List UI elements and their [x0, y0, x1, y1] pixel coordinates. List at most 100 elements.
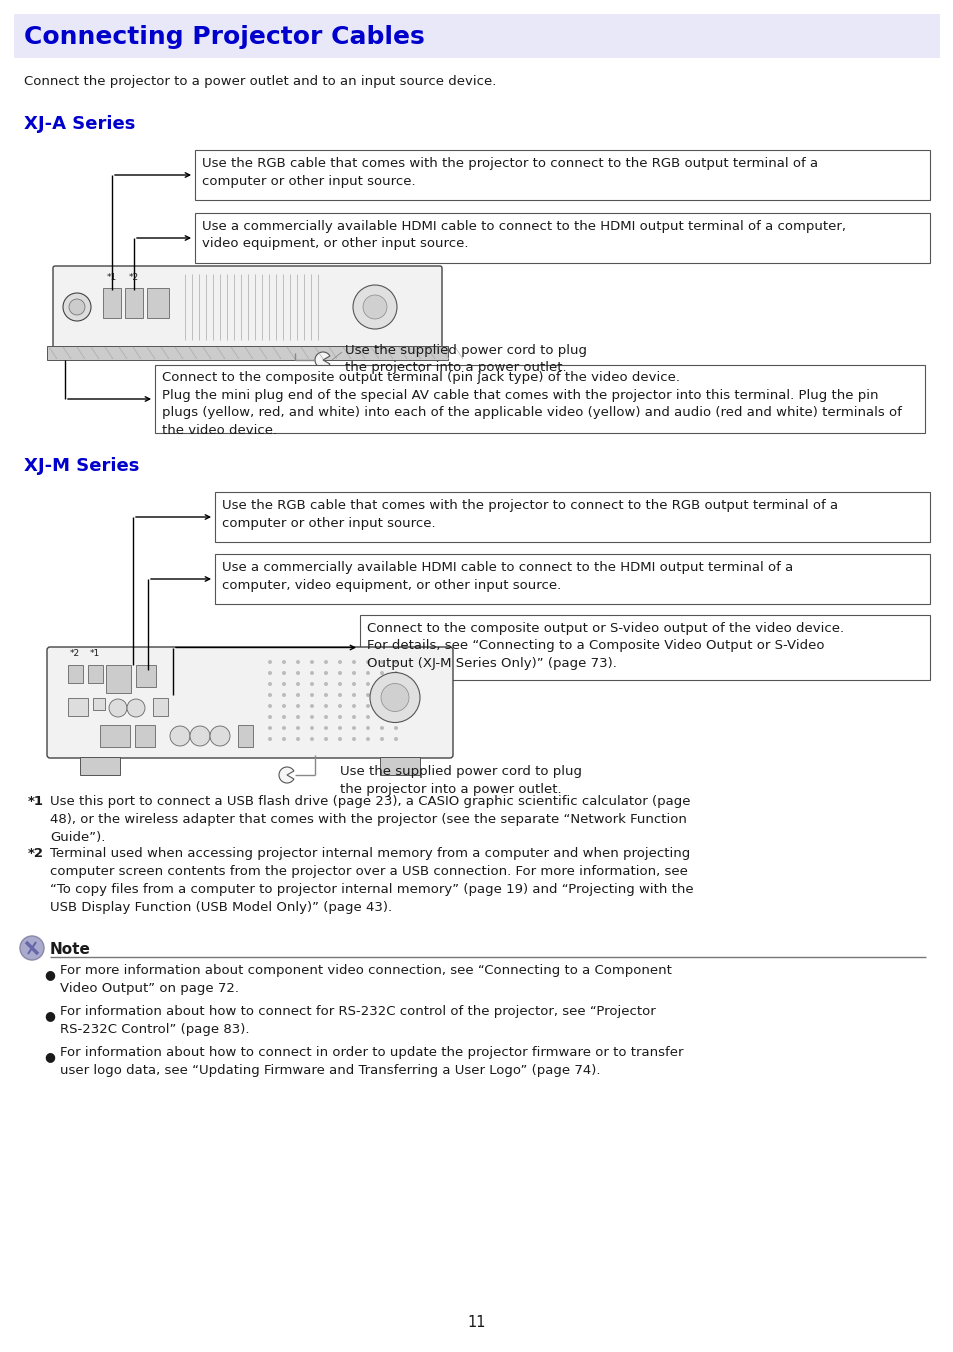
Circle shape	[268, 681, 272, 685]
Circle shape	[109, 699, 127, 717]
Circle shape	[366, 737, 370, 741]
Circle shape	[394, 704, 397, 708]
Circle shape	[366, 681, 370, 685]
Bar	[125, 288, 143, 318]
Circle shape	[363, 295, 387, 319]
Circle shape	[337, 704, 341, 708]
Circle shape	[324, 715, 328, 719]
Circle shape	[324, 660, 328, 664]
Circle shape	[352, 726, 355, 730]
Bar	[379, 757, 419, 775]
Circle shape	[295, 715, 299, 719]
Circle shape	[352, 694, 355, 698]
Circle shape	[282, 715, 286, 719]
Circle shape	[310, 704, 314, 708]
Circle shape	[20, 936, 44, 960]
Bar	[80, 757, 120, 775]
Circle shape	[379, 660, 384, 664]
Circle shape	[352, 704, 355, 708]
Circle shape	[295, 694, 299, 698]
Circle shape	[394, 671, 397, 675]
Bar	[68, 698, 88, 717]
Text: XJ-M Series: XJ-M Series	[24, 457, 139, 475]
Circle shape	[337, 694, 341, 698]
Circle shape	[366, 671, 370, 675]
Circle shape	[366, 726, 370, 730]
Circle shape	[324, 681, 328, 685]
Circle shape	[379, 726, 384, 730]
Text: *1: *1	[28, 795, 44, 808]
Circle shape	[268, 737, 272, 741]
Circle shape	[394, 694, 397, 698]
Circle shape	[63, 293, 91, 320]
Circle shape	[337, 671, 341, 675]
Circle shape	[295, 726, 299, 730]
Bar	[88, 665, 103, 683]
Circle shape	[337, 715, 341, 719]
Circle shape	[394, 726, 397, 730]
Text: Terminal used when accessing projector internal memory from a computer and when : Terminal used when accessing projector i…	[50, 846, 693, 914]
Circle shape	[310, 737, 314, 741]
Text: ●: ●	[44, 1009, 55, 1022]
Circle shape	[282, 671, 286, 675]
Text: 11: 11	[467, 1315, 486, 1330]
Bar	[100, 725, 130, 748]
Text: Connect to the composite output terminal (pin jack type) of the video device.
Pl: Connect to the composite output terminal…	[162, 370, 901, 437]
Circle shape	[337, 681, 341, 685]
Circle shape	[352, 715, 355, 719]
Text: Use the supplied power cord to plug
the projector into a power outlet.: Use the supplied power cord to plug the …	[345, 343, 586, 375]
Circle shape	[366, 660, 370, 664]
Text: For more information about component video connection, see “Connecting to a Comp: For more information about component vid…	[60, 964, 671, 995]
Circle shape	[282, 681, 286, 685]
Text: Note: Note	[50, 942, 91, 957]
Text: Connecting Projector Cables: Connecting Projector Cables	[24, 24, 424, 49]
Text: *1: *1	[90, 649, 100, 658]
Circle shape	[268, 704, 272, 708]
Circle shape	[324, 737, 328, 741]
Circle shape	[394, 715, 397, 719]
Bar	[147, 288, 169, 318]
Bar	[92, 698, 105, 710]
Bar	[14, 14, 939, 58]
Circle shape	[268, 715, 272, 719]
Text: *1: *1	[107, 273, 117, 283]
Circle shape	[282, 737, 286, 741]
Text: For information about how to connect for RS-232C control of the projector, see “: For information about how to connect for…	[60, 1005, 655, 1036]
Circle shape	[310, 726, 314, 730]
Circle shape	[282, 694, 286, 698]
Circle shape	[282, 660, 286, 664]
Circle shape	[69, 299, 85, 315]
Bar	[135, 725, 154, 748]
Circle shape	[337, 726, 341, 730]
Circle shape	[379, 704, 384, 708]
Circle shape	[310, 660, 314, 664]
Circle shape	[370, 672, 419, 722]
Bar	[103, 288, 121, 318]
Circle shape	[295, 660, 299, 664]
Circle shape	[337, 737, 341, 741]
Circle shape	[352, 681, 355, 685]
Circle shape	[310, 671, 314, 675]
Circle shape	[366, 694, 370, 698]
Circle shape	[268, 726, 272, 730]
Text: Use a commercially available HDMI cable to connect to the HDMI output terminal o: Use a commercially available HDMI cable …	[222, 561, 792, 592]
Bar	[359, 615, 929, 680]
Circle shape	[337, 660, 341, 664]
FancyBboxPatch shape	[53, 266, 441, 347]
Text: ●: ●	[44, 968, 55, 982]
Circle shape	[268, 694, 272, 698]
Circle shape	[379, 694, 384, 698]
Wedge shape	[278, 767, 294, 783]
Circle shape	[310, 715, 314, 719]
Text: *2: *2	[129, 273, 139, 283]
Text: Use the RGB cable that comes with the projector to connect to the RGB output ter: Use the RGB cable that comes with the pr…	[202, 157, 818, 188]
Circle shape	[379, 737, 384, 741]
Text: Use this port to connect a USB flash drive (page 23), a CASIO graphic scientific: Use this port to connect a USB flash dri…	[50, 795, 690, 844]
Bar	[194, 150, 929, 200]
Bar	[152, 698, 168, 717]
Text: Connect the projector to a power outlet and to an input source device.: Connect the projector to a power outlet …	[24, 74, 496, 88]
Circle shape	[295, 737, 299, 741]
Circle shape	[295, 671, 299, 675]
Circle shape	[380, 684, 409, 711]
Bar	[47, 346, 448, 360]
